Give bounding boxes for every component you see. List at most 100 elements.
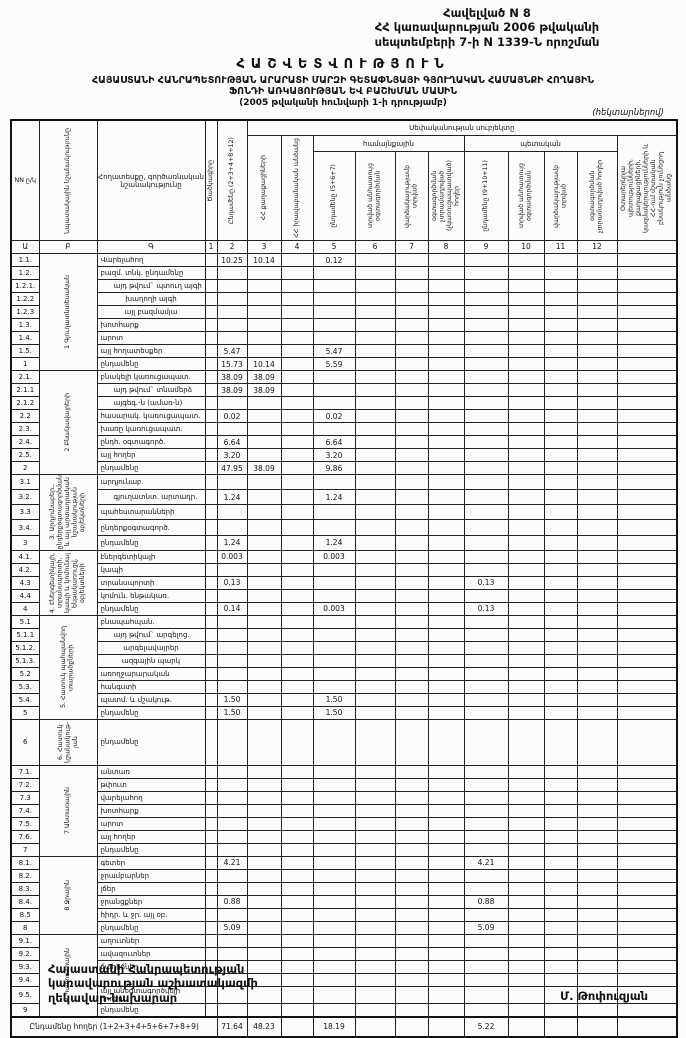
header-col6: վարձակալությամբ տրված <box>394 151 429 242</box>
code-cell <box>204 718 218 766</box>
value-cell <box>246 614 282 629</box>
table-row: 5 ընդամենը 1.50 1.50 <box>10 705 678 720</box>
value-cell <box>354 519 396 536</box>
land-type-label: այդ թվում` արգելոց. <box>96 627 206 642</box>
value-cell <box>280 562 314 577</box>
value-cell <box>576 816 618 831</box>
value-cell: 0.14 <box>216 601 248 616</box>
value-cell <box>576 549 618 564</box>
value-cell <box>280 370 314 385</box>
value-cell <box>312 985 356 1004</box>
table-row: 8 ընդամենը 5.09 5.09 <box>10 920 678 935</box>
value-cell <box>507 383 545 398</box>
value-cell <box>576 396 618 411</box>
table-row: 5.3. հանգստի <box>10 679 678 694</box>
value-cell: 1.24 <box>216 534 248 551</box>
signatory-line: կառավարության աշխատակազմի <box>48 976 258 991</box>
value-cell <box>312 972 356 987</box>
table-row: 2.3. խառը կառուցապատ. <box>10 422 678 437</box>
value-cell: 0.003 <box>216 549 248 564</box>
value-cell: 0.02 <box>216 409 248 424</box>
grand-total-row: Ընդամենը հողեր (1+2+3+4+5+6+7+8+9) 71.64 4… <box>10 1015 678 1038</box>
code-cell <box>204 575 218 590</box>
value-cell <box>312 959 356 974</box>
value-cell <box>576 640 618 655</box>
value-cell <box>216 627 248 642</box>
value-cell <box>427 679 465 694</box>
value-cell <box>216 318 248 333</box>
code-cell <box>204 868 218 883</box>
row-num: 7 <box>10 842 40 857</box>
value-cell <box>463 534 509 551</box>
table-row: 2 ընդամենը 47.95 38.09 9.86 <box>10 461 678 476</box>
land-fund-table: NN ը/կ Նպատակային նշանակությունը Հողատես… <box>10 119 679 1038</box>
value-cell <box>246 601 282 616</box>
value-cell <box>216 933 248 948</box>
value-cell <box>354 461 396 476</box>
value-cell <box>543 588 578 603</box>
value-cell <box>280 946 314 961</box>
value-cell <box>427 279 465 294</box>
value-cell <box>394 679 429 694</box>
value-cell <box>354 881 396 896</box>
value-cell <box>507 790 545 805</box>
value-cell <box>543 344 578 359</box>
table-row: 2.4. ընդհ. օգտագործ. 6.64 6.64 <box>10 435 678 450</box>
value-cell <box>616 279 678 294</box>
value-cell <box>354 409 396 424</box>
row-num: 8.5 <box>10 907 40 922</box>
value-cell: 5.47 <box>216 344 248 359</box>
value-cell <box>280 894 314 909</box>
value-cell <box>246 1002 282 1018</box>
value-cell <box>576 489 618 506</box>
code-cell <box>204 370 218 385</box>
value-cell <box>616 504 678 521</box>
value-cell <box>427 614 465 629</box>
value-cell <box>507 881 545 896</box>
value-cell <box>394 777 429 792</box>
appendix-reference: Հավելված N 8 ՀՀ կառավարության 2006 թվակա… <box>302 6 672 49</box>
grand-total-value <box>280 1015 314 1038</box>
header-col9: տրված անհատույց օգտագործման <box>507 151 545 242</box>
value-cell <box>246 790 282 805</box>
value-cell <box>543 972 578 987</box>
value-cell <box>463 344 509 359</box>
value-cell <box>280 666 314 681</box>
land-type-label: ավազուտներ <box>96 946 206 961</box>
value-cell <box>394 946 429 961</box>
value-cell <box>463 829 509 844</box>
value-cell <box>507 705 545 720</box>
value-cell <box>576 588 618 603</box>
value-cell <box>354 920 396 935</box>
value-cell <box>576 409 618 424</box>
value-cell <box>576 266 618 281</box>
land-type-label: արոտ <box>96 331 206 346</box>
value-cell <box>354 534 396 551</box>
value-cell <box>463 383 509 398</box>
land-type-label: աղուտներ <box>96 933 206 948</box>
value-cell <box>543 803 578 818</box>
value-cell <box>246 575 282 590</box>
col-number: 1 <box>204 240 218 255</box>
value-cell: 0.13 <box>463 601 509 616</box>
value-cell <box>394 907 429 922</box>
value-cell <box>394 562 429 577</box>
value-cell <box>280 907 314 922</box>
grand-total-value: 71.64 <box>216 1015 248 1038</box>
value-cell <box>216 640 248 655</box>
value-cell <box>576 653 618 668</box>
value-cell <box>216 816 248 831</box>
value-cell <box>354 344 396 359</box>
grand-total-value <box>507 1015 545 1038</box>
value-cell <box>394 279 429 294</box>
value-cell <box>312 894 356 909</box>
value-cell <box>576 972 618 987</box>
value-cell <box>463 461 509 476</box>
value-cell <box>463 489 509 506</box>
value-cell <box>616 305 678 320</box>
value-cell <box>616 868 678 883</box>
value-cell <box>543 790 578 805</box>
value-cell <box>312 855 356 870</box>
row-num: 2.3. <box>10 422 40 437</box>
value-cell <box>354 777 396 792</box>
